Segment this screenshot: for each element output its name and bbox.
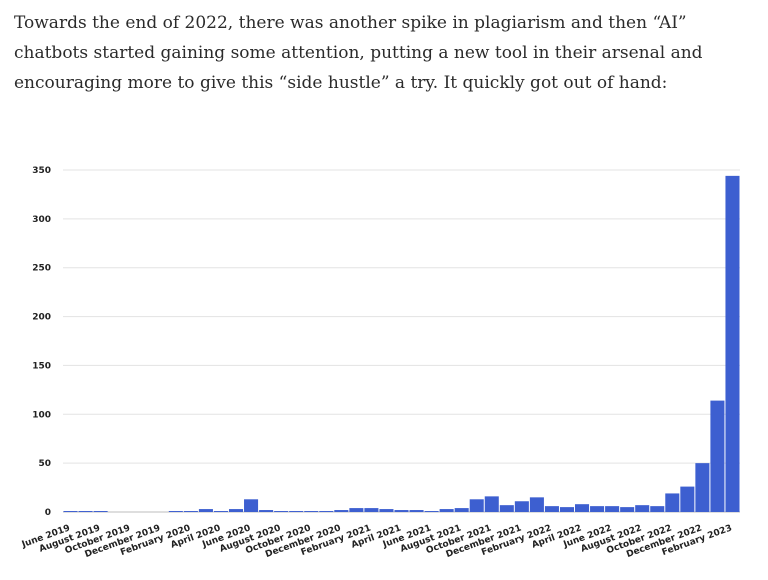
bar (529, 497, 544, 512)
bar (93, 511, 108, 512)
bar (334, 510, 349, 512)
bar (424, 511, 439, 512)
bar (289, 511, 304, 512)
bar (680, 486, 695, 512)
bar (559, 507, 575, 512)
bar (499, 505, 514, 512)
bar (590, 506, 605, 512)
bar (168, 511, 183, 512)
bar (635, 505, 650, 512)
chart-gridlines (63, 169, 740, 513)
bar (379, 509, 394, 512)
bar (620, 507, 635, 512)
bar (304, 511, 319, 512)
chart-bars (63, 175, 740, 512)
bar (63, 511, 78, 512)
bar (454, 508, 469, 512)
bar (364, 508, 379, 512)
bar (183, 511, 198, 512)
bar (198, 509, 213, 512)
bar (710, 400, 725, 512)
bar (259, 510, 274, 512)
bar (544, 506, 559, 512)
bar (409, 510, 424, 512)
article-paragraph: Towards the end of 2022, there was anoth… (14, 13, 703, 93)
y-tick-label: 100 (32, 410, 51, 420)
y-tick-label: 200 (32, 313, 51, 323)
y-tick-label: 0 (45, 508, 51, 518)
bar (484, 496, 499, 512)
bar (213, 511, 228, 512)
bar (319, 511, 334, 512)
bar (274, 511, 289, 512)
bar (349, 508, 364, 512)
y-tick-label: 150 (32, 361, 51, 371)
bar (439, 509, 454, 512)
y-tick-label: 250 (32, 264, 51, 274)
y-tick-label: 350 (32, 166, 51, 176)
y-tick-label: 50 (38, 459, 51, 469)
bar (575, 504, 590, 512)
y-axis-ticks: 0 50 100 150 200 250 300 350 (32, 166, 51, 518)
bar (695, 463, 710, 512)
bar (605, 506, 620, 512)
bar (514, 501, 529, 512)
y-tick-label: 300 (32, 215, 51, 225)
bar (665, 493, 680, 512)
bar (469, 499, 484, 512)
bar (650, 506, 665, 512)
bar (228, 509, 244, 512)
bar (394, 510, 409, 512)
bar (725, 175, 740, 512)
bar (78, 511, 93, 512)
bar (244, 499, 259, 512)
